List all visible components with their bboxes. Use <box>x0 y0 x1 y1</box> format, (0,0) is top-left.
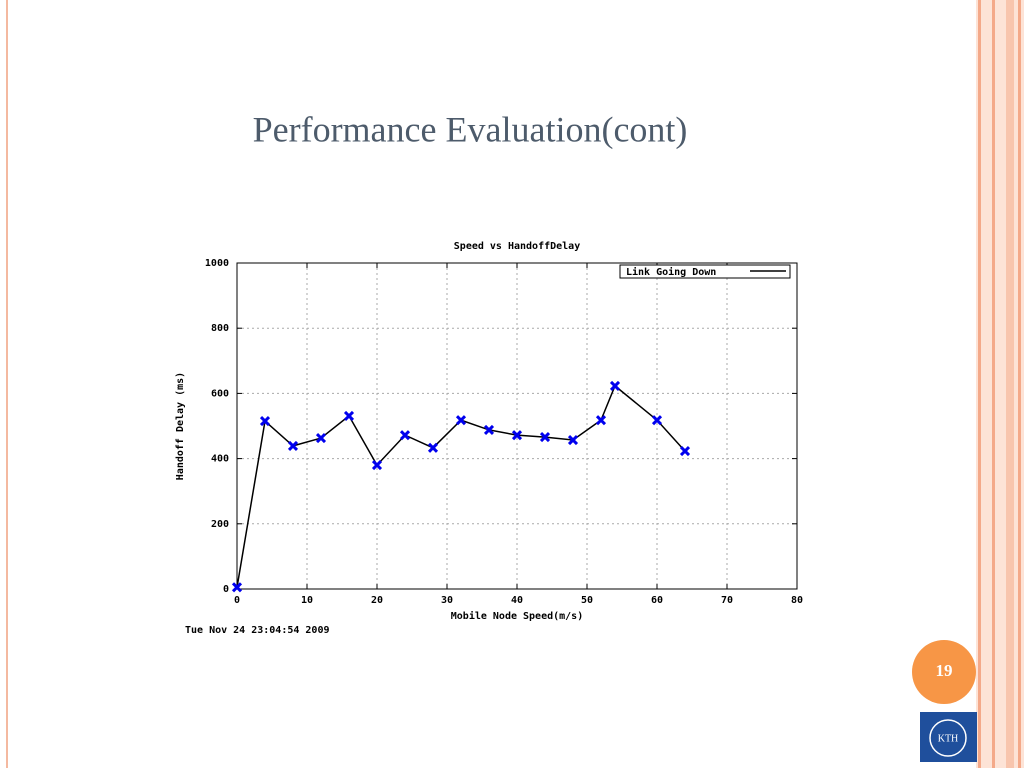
left-border <box>6 0 8 768</box>
timestamp: Tue Nov 24 23:04:54 2009 <box>185 625 330 636</box>
chart-title: Speed vs HandoffDelay <box>454 241 580 252</box>
marker <box>287 440 299 451</box>
marker <box>343 410 355 421</box>
slide-title: Performance Evaluation(cont) <box>253 109 688 149</box>
x-tick-label: 40 <box>511 595 523 606</box>
marker <box>483 424 495 435</box>
y-tick-label: 600 <box>211 388 229 399</box>
y-tick-label: 0 <box>223 584 229 595</box>
stripe <box>978 0 981 768</box>
legend-label: Link Going Down <box>626 266 716 278</box>
marker <box>371 460 383 471</box>
x-tick-label: 10 <box>301 595 313 606</box>
plot-frame <box>236 262 798 590</box>
x-tick-label: 70 <box>721 595 733 606</box>
y-tick-label: 400 <box>211 454 229 465</box>
x-tick-label: 50 <box>581 595 593 606</box>
marker <box>595 415 607 426</box>
marker <box>399 430 411 441</box>
marker <box>609 380 621 391</box>
marker <box>259 416 271 427</box>
x-tick-label: 20 <box>371 595 383 606</box>
logo-text: KTH <box>938 733 959 744</box>
x-axis-label: Mobile Node Speed(m/s) <box>451 610 583 622</box>
x-tick-label: 0 <box>234 595 240 606</box>
page-badge <box>912 640 976 704</box>
marker <box>427 442 439 453</box>
stripe <box>1018 0 1021 768</box>
stripe <box>992 0 995 768</box>
logo-ring <box>929 719 967 757</box>
marker <box>315 433 327 444</box>
marker <box>231 582 243 593</box>
y-tick-label: 200 <box>211 519 229 530</box>
marker <box>455 415 467 426</box>
right-band <box>976 0 1024 768</box>
y-axis-label: Handoff Delay (ms) <box>175 372 186 480</box>
marker <box>651 415 663 426</box>
x-tick-label: 80 <box>791 595 803 606</box>
y-tick-label: 1000 <box>205 258 229 269</box>
marker <box>539 432 551 443</box>
marker <box>679 446 691 457</box>
marker <box>567 434 579 446</box>
page-number: 19 <box>936 661 953 680</box>
x-tick-label: 60 <box>651 595 663 606</box>
y-tick-label: 800 <box>211 323 229 334</box>
x-tick-label: 30 <box>441 595 453 606</box>
marker <box>511 430 523 441</box>
legend-box <box>619 264 791 279</box>
chart: Speed vs HandoffDelay 0 200 400 600 800 1000 0 1… <box>175 241 803 622</box>
stripe <box>1006 0 1014 768</box>
